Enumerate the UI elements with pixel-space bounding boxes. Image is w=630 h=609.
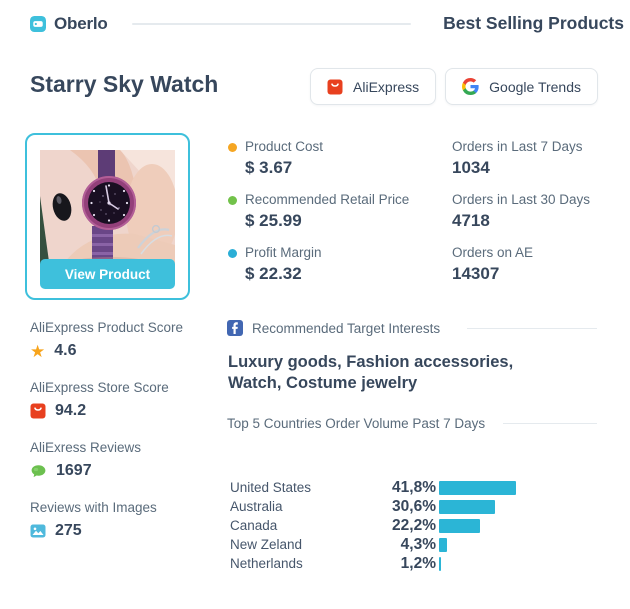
target-interests-text: Luxury goods, Fashion accessories, Watch…	[228, 353, 514, 392]
scores-column: AliExpress Product Score ★ 4.6 AliExpres…	[30, 319, 220, 559]
star-icon: ★	[30, 341, 46, 361]
chart-row: Australia 30,6%	[227, 497, 597, 516]
country-label: United States	[230, 480, 312, 495]
blue-dot-icon	[228, 248, 237, 258]
stat-value: 94.2	[55, 402, 87, 419]
country-percent: 1,2%	[400, 554, 436, 572]
stat-reviews-with-images: Reviews with Images 275	[30, 499, 220, 543]
section-divider	[467, 327, 597, 329]
orders-column: Orders in Last 7 Days 1034 Orders in Las…	[452, 138, 612, 297]
top-countries-label: Top 5 Countries Order Volume Past 7 Days	[227, 415, 486, 431]
section-divider	[503, 422, 597, 424]
stat-orders-ae: Orders on AE 14307	[452, 244, 612, 286]
stat-label: Product Cost	[245, 139, 324, 154]
country-label: Canada	[230, 518, 278, 533]
product-card: View Product	[25, 133, 190, 300]
image-icon	[30, 524, 46, 538]
google-trends-button[interactable]: Google Trends	[445, 68, 598, 105]
stat-label: Orders in Last 30 Days	[452, 192, 591, 207]
chart-row: New Zeland 4,3%	[227, 535, 597, 554]
view-product-button[interactable]: View Product	[40, 259, 175, 289]
chart-row: United States 41,8%	[227, 478, 597, 497]
country-percent: 4,3%	[400, 535, 436, 553]
country-label: New Zeland	[230, 537, 303, 552]
stat-value: 1697	[56, 462, 92, 479]
bar	[439, 518, 480, 533]
stat-label: Recommended Retail Price	[245, 192, 410, 207]
stat-orders-7-days: Orders in Last 7 Days 1034	[452, 138, 612, 180]
orange-dot-icon	[228, 142, 237, 152]
header-divider	[131, 22, 412, 25]
stat-label: AliExpress Product Score	[30, 320, 184, 335]
oberlo-logo-icon	[30, 15, 46, 32]
stat-label: Orders in Last 7 Days	[452, 139, 583, 154]
google-icon	[462, 78, 479, 95]
stat-value: 275	[55, 522, 82, 539]
page-title: Best Selling Products	[443, 13, 624, 33]
brand: Oberlo	[30, 14, 108, 34]
stat-value: $ 3.67	[245, 158, 293, 177]
aliexpress-button-label: AliExpress	[353, 78, 420, 95]
green-dot-icon	[228, 195, 237, 205]
top-countries-header: Top 5 Countries Order Volume Past 7 Days	[227, 413, 597, 433]
product-image	[40, 150, 175, 269]
bar	[439, 537, 447, 552]
stat-value: 4.6	[54, 342, 77, 359]
country-label: Australia	[230, 499, 283, 514]
bar	[439, 556, 442, 571]
stat-value: 1034	[452, 158, 490, 177]
stat-profit-margin: Profit Margin $ 22.32	[228, 244, 438, 286]
stat-orders-30-days: Orders in Last 30 Days 4718	[452, 191, 612, 233]
stat-product-score: AliExpress Product Score ★ 4.6	[30, 319, 220, 363]
google-trends-button-label: Google Trends	[489, 78, 581, 95]
facebook-icon	[227, 320, 243, 336]
aliexpress-button[interactable]: AliExpress	[310, 68, 437, 105]
stat-retail-price: Recommended Retail Price $ 25.99	[228, 191, 438, 233]
country-label: Netherlands	[230, 556, 303, 571]
aliexpress-icon	[327, 79, 343, 94]
stat-value: $ 25.99	[245, 211, 302, 230]
bar	[439, 499, 496, 514]
target-interests-label: Recommended Target Interests	[252, 320, 441, 336]
chart-row: Canada 22,2%	[227, 516, 597, 535]
stat-label: AliExress Reviews	[30, 440, 142, 455]
stat-label: Reviews with Images	[30, 500, 157, 515]
stat-label: AliExpress Store Score	[30, 380, 169, 395]
country-percent: 22,2%	[392, 516, 436, 534]
right-panel: Recommended Target Interests Luxury good…	[227, 318, 597, 588]
stat-label: Profit Margin	[245, 245, 322, 260]
stat-product-cost: Product Cost $ 3.67	[228, 138, 438, 180]
stat-reviews: AliExress Reviews 1697	[30, 439, 220, 483]
starry-sky-watch-photo	[40, 150, 175, 269]
product-title: Starry Sky Watch	[30, 71, 219, 97]
stat-label: Orders on AE	[452, 245, 534, 260]
stat-value: $ 22.32	[245, 264, 302, 283]
country-percent: 30,6%	[392, 497, 436, 515]
aliexpress-icon	[30, 403, 46, 419]
chart-row: Netherlands 1,2%	[227, 554, 597, 573]
target-interests-header: Recommended Target Interests	[227, 318, 597, 338]
stat-value: 14307	[452, 264, 500, 283]
top-buttons: AliExpress Google Trends	[310, 68, 598, 105]
stat-value: 4718	[452, 211, 490, 230]
bar	[439, 480, 516, 495]
header: Oberlo Best Selling Products	[30, 13, 624, 34]
brand-name: Oberlo	[54, 13, 108, 33]
pricing-column: Product Cost $ 3.67 Recommended Retail P…	[228, 138, 438, 297]
stat-store-score: AliExpress Store Score 94.2	[30, 379, 220, 423]
country-percent: 41,8%	[392, 478, 436, 496]
chat-icon	[31, 464, 46, 477]
countries-bar-chart: United States 41,8% Australia 30,6% Cana…	[227, 478, 597, 573]
